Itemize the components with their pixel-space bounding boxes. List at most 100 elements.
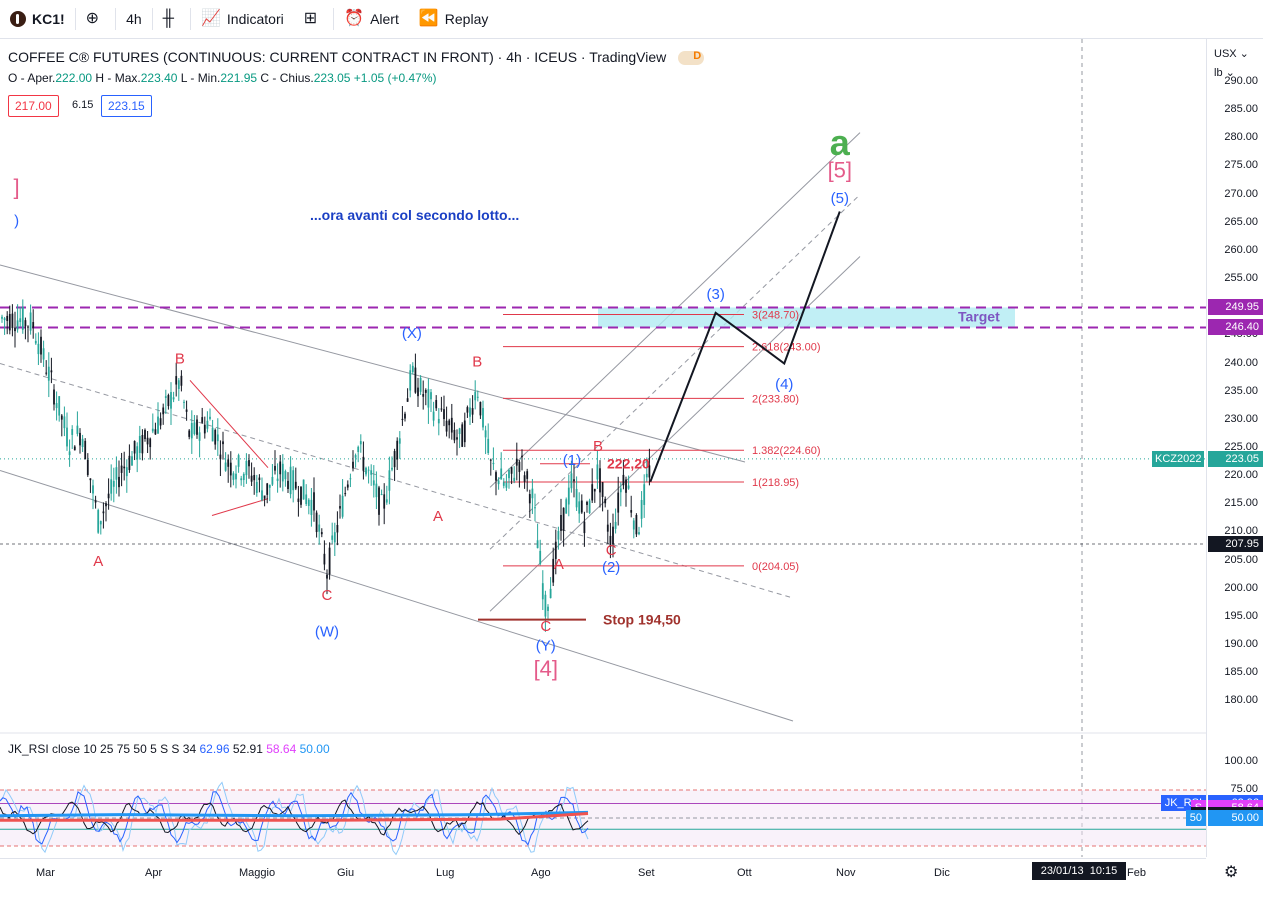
candle-body bbox=[518, 461, 521, 472]
candle-body bbox=[466, 407, 469, 413]
candle-body bbox=[76, 425, 79, 434]
candle-body bbox=[133, 440, 136, 454]
chart-type-button[interactable]: ╫ bbox=[153, 0, 190, 38]
rsi-value-2: 52.91 bbox=[232, 742, 263, 756]
price-axis[interactable]: 180.00 185.00 190.00 195.00 200.00 205.00 210.… bbox=[1206, 39, 1263, 857]
candle-body bbox=[287, 480, 289, 490]
candle-body bbox=[505, 482, 508, 488]
candle-body bbox=[209, 416, 211, 419]
toolbar-divider bbox=[333, 8, 335, 30]
interval-button[interactable]: 4h bbox=[116, 0, 152, 38]
candle-body bbox=[71, 429, 74, 435]
price-tick: 185.00 bbox=[1224, 666, 1258, 679]
chart-legend: COFFEE C® FUTURES (CONTINUOUS: CURRENT C… bbox=[8, 49, 705, 66]
candle-body bbox=[14, 327, 16, 332]
candle-body bbox=[578, 501, 581, 514]
currency-selector[interactable]: USX ⌄ bbox=[1214, 48, 1249, 60]
time-tick: Apr bbox=[145, 867, 163, 879]
candle-body bbox=[170, 392, 172, 409]
candle-body bbox=[352, 461, 354, 469]
symbol-search[interactable]: KC1! bbox=[0, 0, 75, 38]
wave-label: (3) bbox=[706, 286, 724, 303]
candle-body bbox=[29, 312, 32, 331]
candle-body bbox=[250, 475, 253, 482]
chart-title: COFFEE C® FUTURES (CONTINUOUS: CURRENT C… bbox=[8, 49, 667, 65]
candle-body bbox=[73, 446, 76, 451]
candle-body bbox=[341, 495, 344, 517]
sell-price-button[interactable]: 217.00 bbox=[8, 95, 59, 117]
candle-body bbox=[450, 417, 453, 433]
candle-body bbox=[409, 370, 412, 391]
candle-body bbox=[476, 396, 479, 398]
toolbar-divider bbox=[115, 8, 117, 30]
price-label: 249.95 bbox=[1208, 299, 1263, 316]
symbol-price-tag: KCZ2022 bbox=[1152, 450, 1205, 467]
toolbar-divider bbox=[74, 8, 76, 30]
rsi-smooth-line bbox=[0, 812, 589, 822]
templates-button[interactable]: ⊞ bbox=[294, 0, 333, 38]
candle-body bbox=[435, 400, 438, 409]
candle-body bbox=[437, 418, 440, 424]
candle-body bbox=[417, 387, 419, 397]
compare-button[interactable]: ⊕ bbox=[76, 0, 115, 38]
candle-body bbox=[190, 423, 193, 439]
low-value: 221.95 bbox=[220, 71, 258, 85]
buy-price-button[interactable]: 223.15 bbox=[101, 95, 152, 117]
channel-mid-line bbox=[0, 363, 791, 598]
candle-body bbox=[398, 438, 401, 444]
candle-body bbox=[588, 500, 591, 514]
target-label: Target bbox=[958, 308, 1000, 324]
candle-body bbox=[513, 477, 516, 482]
candle-body bbox=[294, 481, 297, 489]
rewind-icon: ⏪ bbox=[418, 10, 439, 27]
wave-label: ) bbox=[14, 213, 19, 230]
candle-body bbox=[185, 409, 188, 412]
candle-body bbox=[396, 440, 399, 460]
open-label: O - Aper. bbox=[8, 71, 56, 85]
alert-label: Alert bbox=[370, 11, 399, 27]
alert-button[interactable]: ⏰ Alert bbox=[334, 0, 409, 38]
time-tick: Giu bbox=[337, 867, 355, 879]
wave-label: A bbox=[554, 556, 564, 573]
candle-body bbox=[274, 465, 276, 471]
candle-body bbox=[427, 389, 430, 408]
candle-body bbox=[203, 424, 206, 434]
candle-body bbox=[115, 467, 118, 480]
spread-value: 6.15 bbox=[72, 99, 94, 111]
candle-body bbox=[531, 488, 534, 499]
candle-body bbox=[175, 376, 178, 385]
candle-body bbox=[162, 407, 165, 415]
close-value: 223.05 bbox=[313, 71, 351, 85]
candle-body bbox=[359, 441, 362, 445]
candle-body bbox=[60, 415, 63, 420]
candle-body bbox=[378, 487, 380, 515]
replay-button[interactable]: ⏪ Replay bbox=[409, 0, 499, 38]
candle-body bbox=[92, 485, 94, 494]
wave-label: A bbox=[433, 508, 443, 525]
candle-body bbox=[123, 466, 126, 469]
candle-body bbox=[131, 456, 133, 466]
price-tick: 215.00 bbox=[1224, 497, 1258, 510]
candle-body bbox=[601, 482, 604, 497]
candle-body bbox=[547, 606, 549, 611]
candle-body bbox=[172, 397, 175, 400]
chart-canvas[interactable]: Target 0(204.05) 1(218.95) 1.382(224.60) 2(2… bbox=[0, 39, 1206, 857]
candle-body bbox=[406, 398, 409, 402]
candle-body bbox=[206, 420, 209, 429]
candle-body bbox=[526, 471, 529, 479]
candle-body bbox=[331, 535, 334, 540]
candle-body bbox=[110, 479, 113, 494]
candle-body bbox=[240, 478, 243, 481]
unit-selector[interactable]: lb ⌄ bbox=[1214, 67, 1235, 79]
time-tick: Ott bbox=[737, 867, 752, 879]
time-axis[interactable]: Mar Apr Maggio Giu Lug Ago Set Ott Nov Dic Feb bbox=[0, 858, 1206, 897]
candle-body bbox=[528, 494, 531, 504]
fib-level-label: 0(204.05) bbox=[752, 561, 799, 573]
rsi-value-3: 58.64 bbox=[266, 742, 297, 756]
candle-body bbox=[393, 451, 396, 468]
gear-icon[interactable]: ⚙ bbox=[1224, 864, 1239, 881]
candle-body bbox=[32, 322, 35, 328]
indicators-button[interactable]: 📈 Indicatori bbox=[191, 0, 294, 38]
candle-body bbox=[380, 494, 383, 496]
candle-body bbox=[180, 375, 183, 386]
